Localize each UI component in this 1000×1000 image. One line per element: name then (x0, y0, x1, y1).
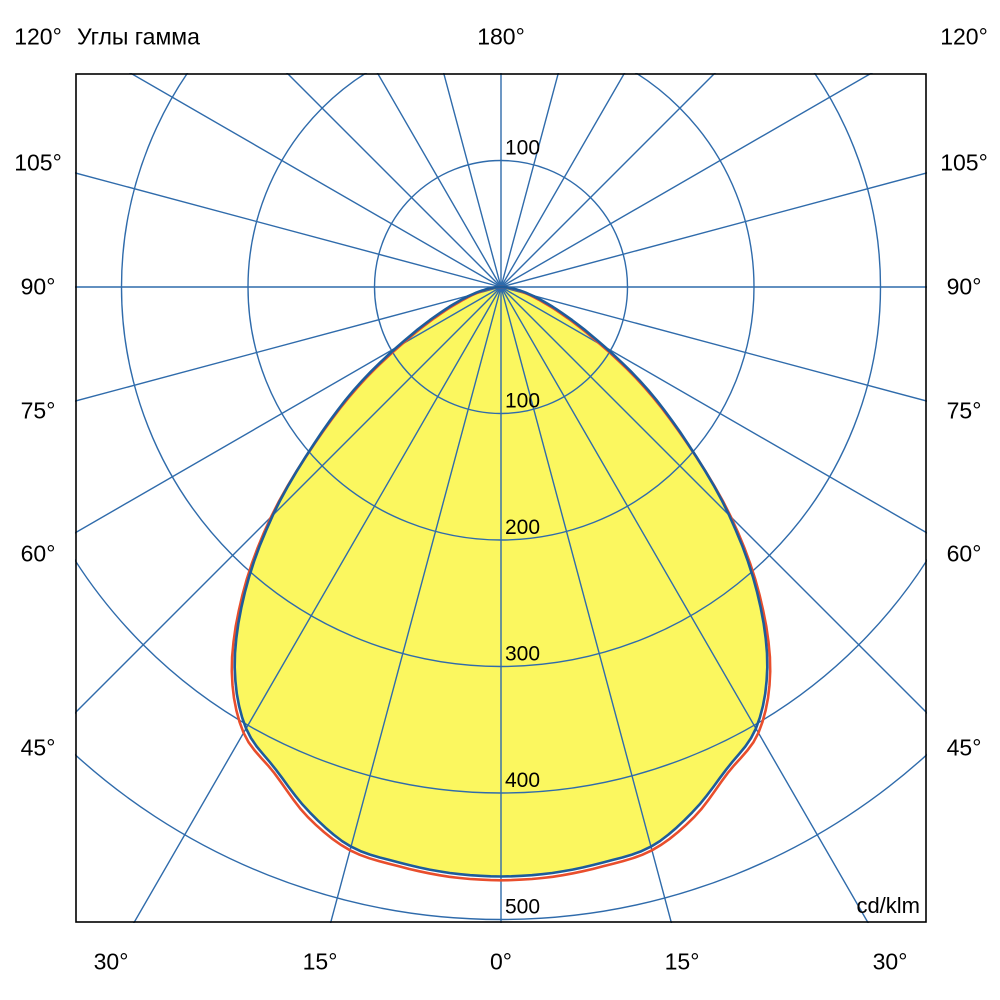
gamma-angle-label: 45° (20, 734, 56, 761)
gamma-grid-line (132, 286, 502, 923)
gamma-grid-line (500, 73, 626, 288)
radial-tick-label: 400 (505, 769, 540, 792)
intensity-curve-blue (233, 285, 769, 878)
radial-grid-circle (120, 73, 882, 668)
gamma-grid-line (500, 73, 560, 288)
gamma-grid-line (500, 172, 927, 288)
gamma-grid-line (75, 286, 502, 402)
polar-plot-area: 100 200 300 400 500 100 cd/klm (75, 73, 927, 923)
gamma-label-120-top-left: 120° (14, 23, 62, 50)
radial-tick-label: 200 (505, 516, 540, 539)
gamma-grid-line (500, 286, 673, 923)
gamma-angle-label: 60° (946, 540, 982, 567)
radial-grid-circle (373, 159, 629, 415)
unit-label: cd/klm (856, 893, 920, 918)
gamma-label-180-top-center: 180° (477, 23, 525, 50)
radial-grid-circle (75, 558, 927, 794)
radial-grid-circle (247, 73, 755, 541)
radial-tick-label: 100 (505, 390, 540, 413)
gamma-grid-line (75, 286, 502, 714)
chart-title: Углы гамма (77, 23, 200, 50)
radial-grid-circle (75, 753, 927, 921)
gamma-grid-line (442, 73, 502, 288)
gamma-angle-label: 15° (302, 948, 338, 975)
gamma-angle-label: 30° (93, 948, 129, 975)
gamma-grid-line (500, 286, 870, 923)
polar-grid (75, 73, 927, 923)
gamma-grid-line (500, 286, 927, 534)
radial-tick-label: 100 (505, 137, 540, 160)
gamma-angle-label: 60° (20, 540, 56, 567)
gamma-grid-line (500, 286, 927, 402)
gamma-angle-label: 90° (20, 273, 56, 300)
gamma-angle-label: 75° (946, 397, 982, 424)
gamma-grid-line (376, 73, 502, 288)
gamma-grid-line (75, 172, 502, 288)
gamma-angle-label: 90° (946, 273, 982, 300)
gamma-angle-label: 75° (20, 397, 56, 424)
gamma-angle-label: 105° (14, 149, 62, 176)
gamma-grid-line (286, 73, 502, 288)
gamma-grid-line (500, 73, 874, 288)
plot-frame (75, 73, 927, 923)
gamma-grid-line (128, 73, 502, 288)
gamma-grid-line (500, 73, 716, 288)
gamma-angle-label: 45° (946, 734, 982, 761)
gamma-grid-line (329, 286, 502, 923)
gamma-angle-label: 30° (872, 948, 908, 975)
gamma-grid-line (500, 286, 927, 714)
gamma-angle-label: 105° (940, 149, 988, 176)
radial-tick-label: 500 (505, 896, 540, 919)
gamma-label-120-top-right: 120° (940, 23, 988, 50)
gamma-angle-label: 15° (664, 948, 700, 975)
radial-tick-label: 300 (505, 643, 540, 666)
gamma-angle-label: 0° (490, 948, 512, 975)
gamma-grid-line (75, 286, 502, 534)
